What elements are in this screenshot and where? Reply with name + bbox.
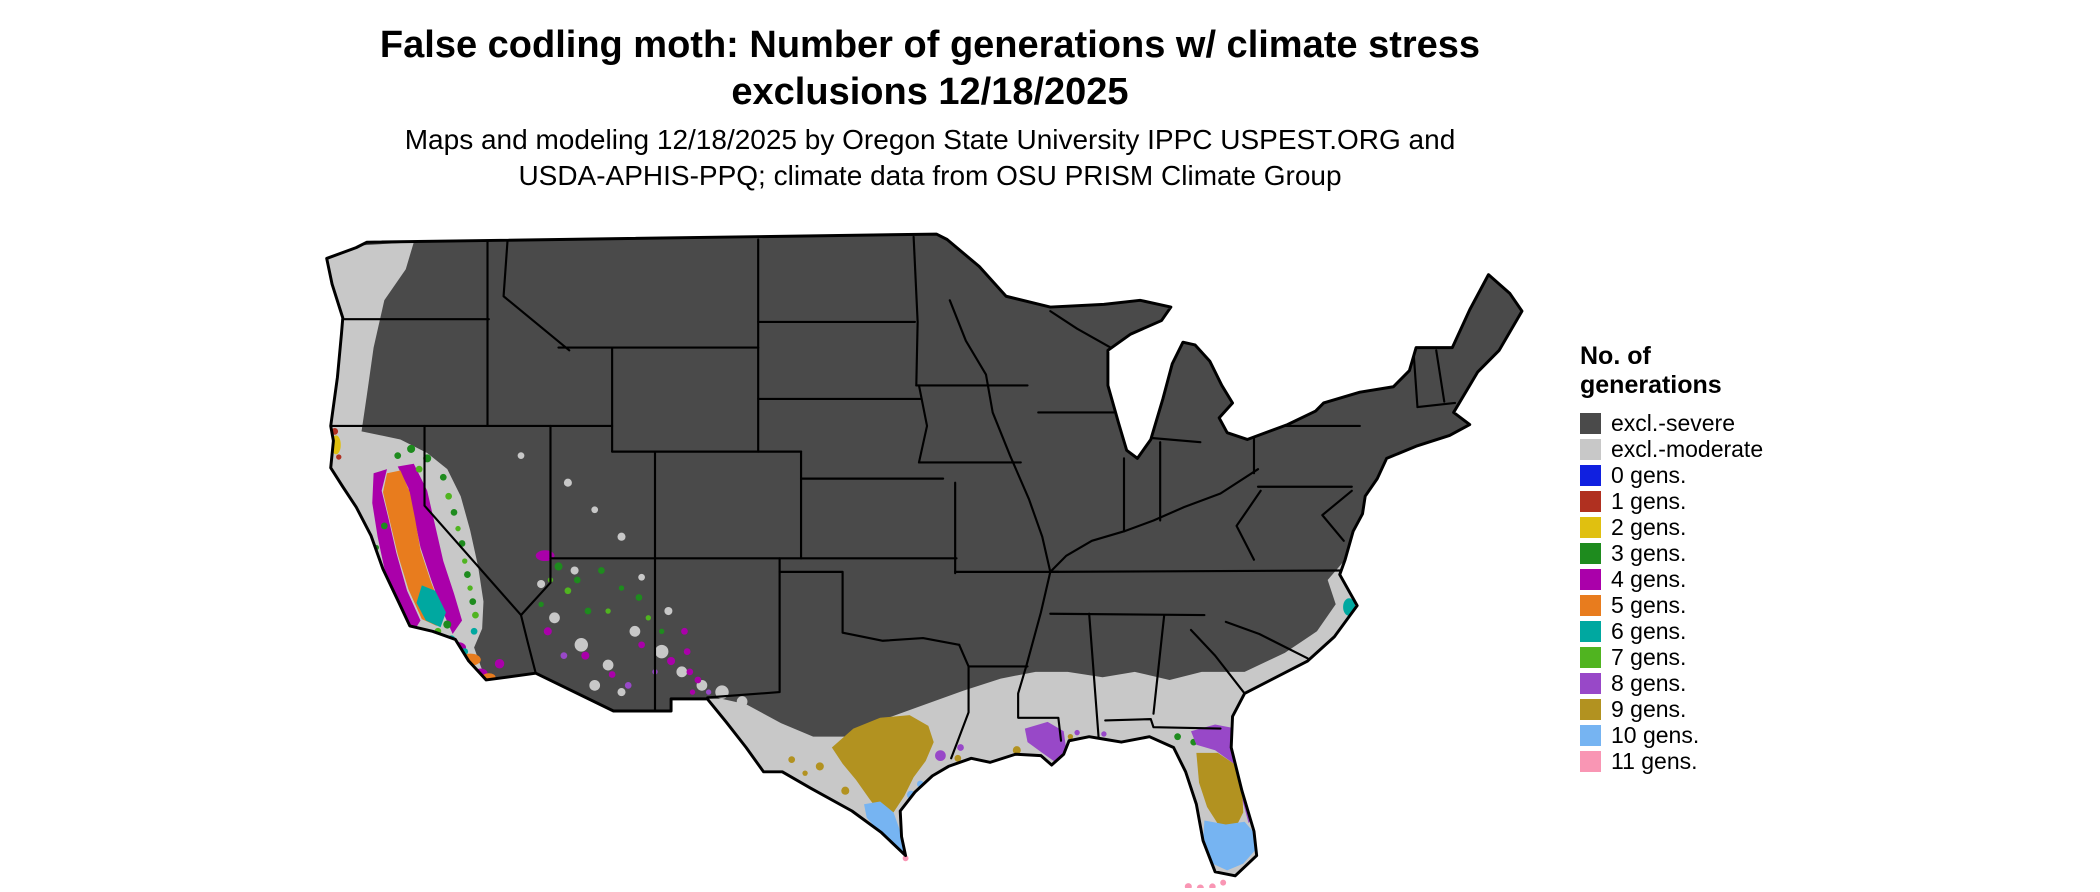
legend-entry: 4 gens. — [1580, 566, 1880, 592]
legend-swatch — [1580, 465, 1601, 486]
map-legend: No. of generations excl.-severe excl.-mo… — [1580, 342, 1880, 777]
legend-label: 2 gens. — [1611, 514, 1687, 540]
legend-entry: 5 gens. — [1580, 592, 1880, 618]
legend-entry: 10 gens. — [1580, 722, 1880, 748]
legend-label: 5 gens. — [1611, 592, 1687, 618]
legend-swatch — [1580, 595, 1601, 616]
legend-entry: excl.-moderate — [1580, 436, 1880, 462]
legend-label: 6 gens. — [1611, 618, 1687, 644]
subtitle-line1: Maps and modeling 12/18/2025 by Oregon S… — [404, 124, 1456, 155]
legend-entry: 0 gens. — [1580, 462, 1880, 488]
legend-entry: 11 gens. — [1580, 748, 1880, 774]
legend-title: No. of generations — [1580, 342, 1880, 400]
legend-swatch — [1580, 647, 1601, 668]
legend-entry: 2 gens. — [1580, 514, 1880, 540]
region-11-gens — [902, 855, 1227, 888]
legend-title-line2: generations — [1580, 371, 1722, 399]
legend-swatch — [1580, 725, 1601, 746]
legend-entry: 7 gens. — [1580, 644, 1880, 670]
legend-label: 7 gens. — [1611, 644, 1687, 670]
legend-swatch — [1580, 699, 1601, 720]
legend-swatch — [1580, 673, 1601, 694]
us-map — [325, 232, 1524, 888]
region-9-gens — [788, 715, 1244, 829]
subtitle-line2: USDA-APHIS-PPQ; climate data from OSU PR… — [518, 159, 1342, 191]
region-10-gens — [864, 780, 1256, 871]
legend-label: 8 gens. — [1611, 670, 1687, 696]
legend-entry: 1 gens. — [1580, 488, 1880, 514]
title-line1: False codling moth: Number of generation… — [379, 24, 1481, 66]
legend-label: 11 gens. — [1611, 748, 1698, 774]
legend-swatch — [1580, 751, 1601, 772]
legend-label: 4 gens. — [1611, 566, 1687, 592]
legend-entry: 9 gens. — [1580, 696, 1880, 722]
legend-entry: 3 gens. — [1580, 540, 1880, 566]
legend-label: 3 gens. — [1611, 540, 1687, 566]
legend-entry: 6 gens. — [1580, 618, 1880, 644]
legend-entry: excl.-severe — [1580, 410, 1880, 436]
legend-label: excl.-moderate — [1611, 436, 1764, 462]
legend-label: excl.-severe — [1611, 410, 1735, 436]
legend-label: 10 gens. — [1611, 722, 1700, 748]
legend-label: 0 gens. — [1611, 462, 1687, 488]
us-outline — [325, 232, 1524, 878]
legend-entry: 8 gens. — [1580, 670, 1880, 696]
legend-label: 9 gens. — [1611, 696, 1687, 722]
state-borders — [329, 235, 1457, 760]
legend-label: 1 gens. — [1611, 488, 1687, 514]
region-7-gens — [415, 465, 651, 635]
legend-swatch — [1580, 517, 1601, 538]
legend-swatch — [1580, 491, 1601, 512]
legend-swatch — [1580, 413, 1601, 434]
legend-swatch — [1580, 439, 1601, 460]
figure-title: False codling moth: Number of generation… — [0, 22, 1860, 116]
legend-swatch — [1580, 621, 1601, 642]
legend-title-line1: No. of — [1580, 342, 1651, 370]
legend-swatch — [1580, 569, 1601, 590]
title-line2: exclusions 12/18/2025 — [731, 71, 1129, 114]
figure-subtitle: Maps and modeling 12/18/2025 by Oregon S… — [0, 122, 1860, 194]
legend-swatch — [1580, 543, 1601, 564]
